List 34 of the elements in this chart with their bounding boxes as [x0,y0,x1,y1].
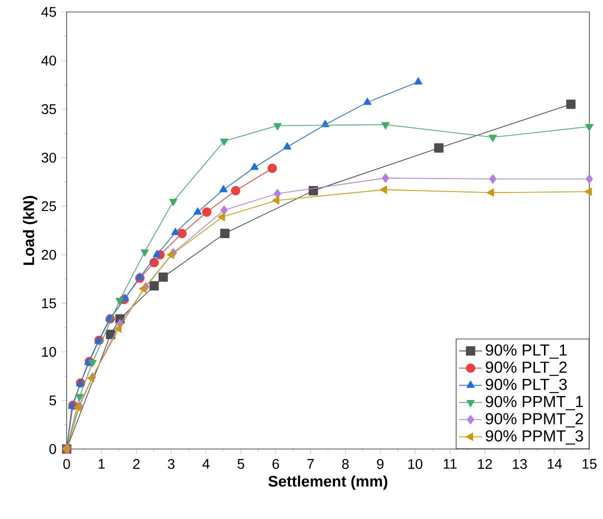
x-axis-title: Settlement (mm) [268,475,388,490]
x-tick-label: 11 [444,459,457,469]
y-tick-label: 30 [42,152,56,163]
y-tick-label: 25 [42,201,56,212]
x-tick-label: 13 [512,459,527,469]
x-tick-label: 0 [63,459,70,469]
x-tick-label: 6 [272,459,280,469]
y-tick-label: 10 [42,346,56,357]
y-tick-label: 15 [42,298,56,308]
x-tick-label: 14 [548,459,562,469]
y-tick-label: 5 [49,396,56,406]
legend-label: 90% PLT_3 [486,378,567,394]
y-tick-label: 40 [41,56,56,66]
legend-label: 90% PLT_1 [486,344,567,359]
legend-label: 90% PPMT_2 [486,413,583,428]
y-tick-label: 0 [49,444,56,454]
x-tick-label: 1 [98,459,105,469]
x-tick-label: 10 [408,459,422,469]
x-tick-label: 5 [238,459,244,469]
legend-label: 90% PLT_2 [486,362,567,376]
x-tick-label: 7 [307,459,314,469]
y-tick-label: 20 [42,250,56,260]
x-tick-label: 15 [582,459,597,469]
x-tick-label: 9 [377,459,384,469]
x-tick-label: 4 [202,459,210,469]
x-tick-label: 2 [133,459,140,469]
legend-label: 90% PPMT_3 [486,430,584,445]
x-tick-label: 8 [342,459,349,469]
x-tick-label: 3 [168,459,174,469]
y-tick-label: 35 [42,104,56,114]
y-axis-title: Load (kN) [22,196,38,265]
y-tick-label: 45 [41,7,56,17]
x-tick-label: 12 [478,459,492,469]
legend-label: 90% PPMT_1 [486,396,583,410]
